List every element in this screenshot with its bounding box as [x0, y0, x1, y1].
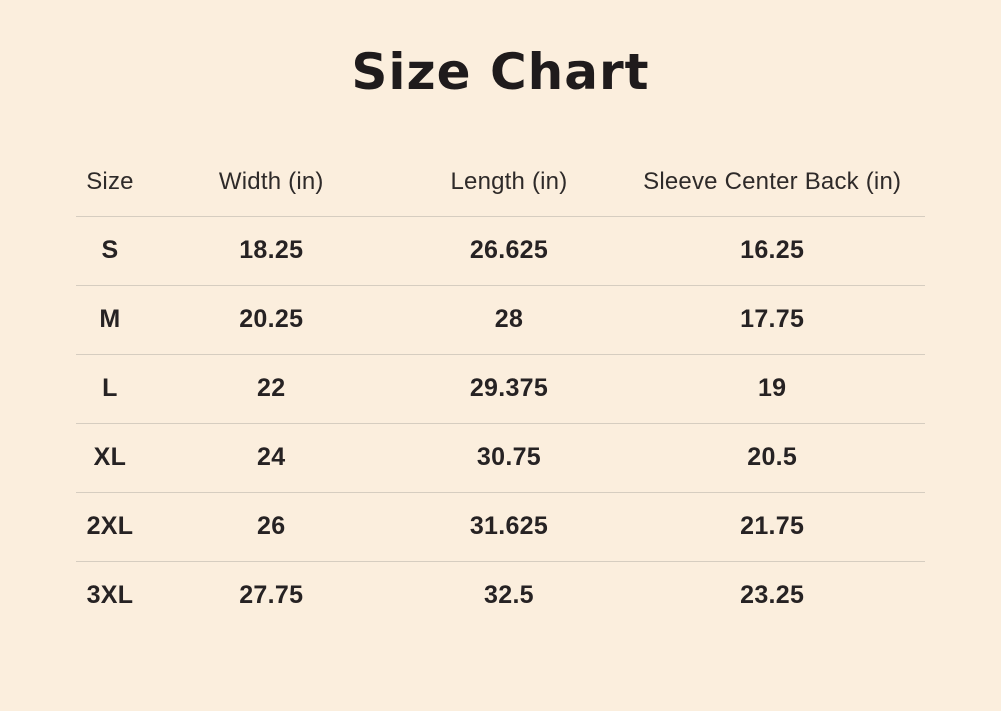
cell-length: 28 — [398, 285, 620, 355]
cell-size: XL — [76, 423, 144, 493]
cell-length: 30.75 — [398, 423, 620, 493]
cell-length: 31.625 — [398, 492, 620, 562]
cell-length: 32.5 — [484, 581, 534, 609]
column-header-length: Length (in) — [398, 147, 620, 217]
cell-width: 26 — [143, 492, 399, 562]
column-header-sleeve-center-back: Sleeve Center Back (in) — [619, 147, 925, 217]
column-header-size: Size — [76, 147, 144, 217]
cell-sleeve: 21.75 — [619, 492, 925, 562]
cell-sleeve: 19 — [619, 354, 925, 424]
table-row-l: L 22 29.375 19 — [76, 354, 925, 424]
table-row-xl: XL 24 30.75 20.5 — [76, 423, 925, 493]
table-row-s: S 18.25 26.625 16.25 — [76, 216, 925, 286]
cell-size: 3XL — [86, 581, 134, 609]
cell-width: 24 — [143, 423, 399, 493]
cell-size: S — [76, 216, 144, 286]
page-title: Size Chart — [351, 43, 650, 101]
cell-sleeve: 23.25 — [740, 581, 805, 609]
column-header-width: Width (in) — [143, 147, 399, 217]
cell-size: 2XL — [76, 492, 144, 562]
cell-sleeve: 20.5 — [619, 423, 925, 493]
cell-length: 26.625 — [398, 216, 620, 286]
size-chart-table: Size Width (in) Length (in) Sleeve Cente… — [76, 147, 925, 630]
table-header-row: Size Width (in) Length (in) Sleeve Cente… — [76, 147, 925, 217]
cell-sleeve: 16.25 — [619, 216, 925, 286]
cell-sleeve: 17.75 — [619, 285, 925, 355]
table-row-3xl: 3XL 27.75 32.5 23.25 — [76, 561, 925, 630]
cell-width: 20.25 — [143, 285, 399, 355]
cell-size: L — [76, 354, 144, 424]
cell-size: M — [76, 285, 144, 355]
size-chart-page: Size Chart Size Width (in) Length (in) S… — [0, 43, 1001, 630]
cell-length: 29.375 — [398, 354, 620, 424]
cell-width: 18.25 — [143, 216, 399, 286]
cell-width: 22 — [143, 354, 399, 424]
table-row-m: M 20.25 28 17.75 — [76, 285, 925, 355]
table-row-2xl: 2XL 26 31.625 21.75 — [76, 492, 925, 562]
cell-width: 27.75 — [239, 581, 304, 609]
